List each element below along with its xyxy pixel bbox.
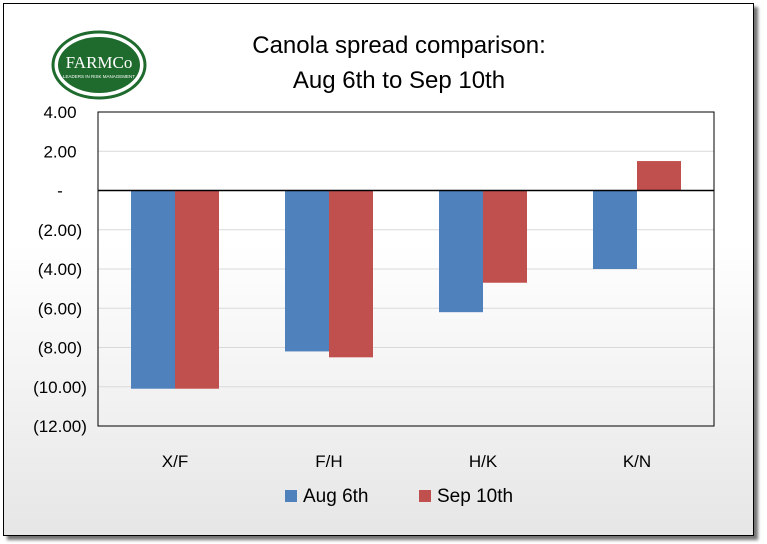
y-tick-label: (2.00) (38, 221, 82, 240)
legend: Aug 6th Sep 10th (285, 486, 513, 507)
logo-text: FARMCo (66, 53, 133, 72)
chart-frame: FARMCo LEADERS IN RISK MANAGEMENT Canola… (3, 3, 754, 536)
y-tick-label: 4.00 (43, 103, 76, 122)
bar-aug-x-f (131, 190, 175, 389)
legend-label-sep: Sep 10th (437, 486, 513, 507)
y-tick-label: (12.00) (33, 417, 87, 436)
bar-sep-k-n (637, 161, 681, 191)
y-tick-label: (4.00) (38, 260, 82, 279)
x-tick-label: H/K (469, 452, 498, 471)
bar-aug-f-h (285, 190, 329, 352)
y-tick-label: 2.00 (43, 142, 76, 161)
bar-sep-f-h (329, 190, 373, 358)
logo-tagline: LEADERS IN RISK MANAGEMENT (63, 74, 135, 79)
bar-sep-h-k (483, 190, 527, 283)
legend-swatch-sep (419, 490, 431, 502)
chart: FARMCo LEADERS IN RISK MANAGEMENT Canola… (33, 30, 715, 507)
y-tick-label: - (57, 182, 63, 201)
bar-sep-x-f (175, 190, 219, 389)
bar-aug-k-n (593, 190, 637, 269)
legend-label-aug: Aug 6th (303, 486, 369, 507)
x-tick-label: F/H (315, 452, 342, 471)
y-tick-label: (6.00) (38, 299, 82, 318)
logo-badge (58, 37, 140, 93)
farmco-logo: FARMCo LEADERS IN RISK MANAGEMENT (51, 30, 147, 100)
plot-area-border (97, 111, 715, 427)
y-tick-label: (8.00) (38, 339, 82, 358)
chart-title-line-2: Aug 6th to Sep 10th (293, 67, 505, 94)
x-tick-label: X/F (162, 452, 188, 471)
y-tick-label: (10.00) (33, 378, 87, 397)
legend-swatch-aug (285, 490, 297, 502)
x-tick-label: K/N (623, 452, 651, 471)
bar-aug-h-k (439, 190, 483, 313)
chart-title-line-1: Canola spread comparison: (252, 32, 546, 59)
